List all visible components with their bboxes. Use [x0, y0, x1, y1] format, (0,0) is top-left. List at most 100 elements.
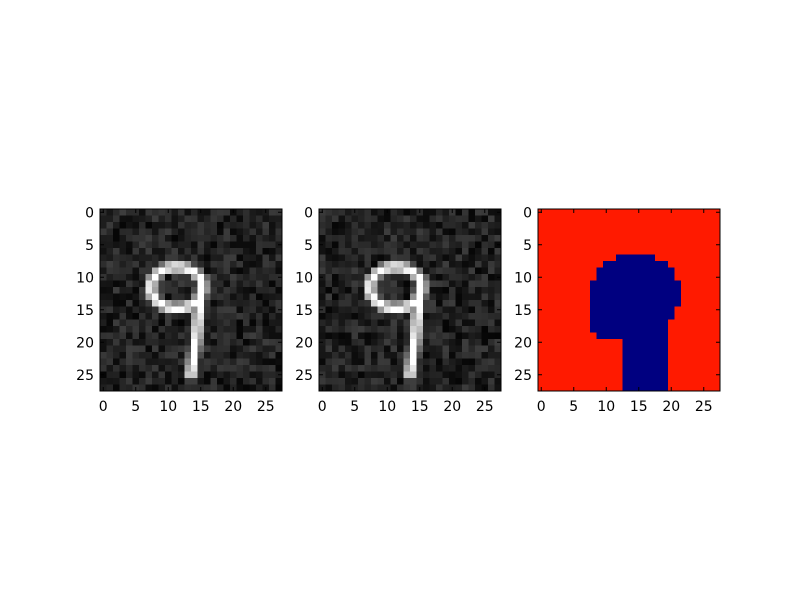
pixel: [191, 384, 198, 392]
pixel: [551, 332, 558, 340]
pixel: [416, 274, 424, 281]
pixel: [557, 228, 565, 236]
pixel: [145, 280, 153, 288]
pixel: [642, 332, 649, 340]
pixel: [557, 215, 565, 223]
pixel: [377, 332, 385, 340]
pixel: [577, 274, 584, 281]
pixel: [410, 300, 417, 307]
pixel: [351, 319, 359, 327]
pixel: [249, 384, 257, 392]
pixel: [674, 332, 682, 340]
pixel: [423, 339, 430, 346]
pixel: [243, 228, 250, 236]
pixel: [397, 384, 404, 392]
pixel: [332, 313, 339, 320]
pixel: [681, 313, 688, 320]
pixel: [171, 215, 179, 223]
pixel: [609, 254, 617, 262]
pixel: [126, 287, 133, 294]
pixel: [184, 228, 192, 236]
pixel: [217, 254, 224, 262]
pixel: [700, 319, 708, 327]
pixel: [442, 261, 450, 268]
pixel: [217, 365, 224, 372]
pixel: [661, 228, 669, 236]
pixel: [488, 261, 495, 268]
pixel: [230, 345, 237, 353]
pixel: [687, 228, 695, 236]
pixel: [384, 300, 391, 307]
pixel: [449, 280, 456, 288]
pixel: [358, 332, 365, 340]
pixel: [377, 306, 385, 314]
pixel: [681, 345, 688, 353]
pixel: [371, 365, 378, 372]
x-tick-label: 5: [569, 399, 578, 415]
pixel: [217, 332, 224, 340]
pixel: [564, 358, 571, 366]
pixel: [262, 313, 270, 320]
pixel: [609, 300, 617, 307]
pixel: [184, 339, 192, 346]
pixel: [462, 332, 469, 340]
pixel: [158, 254, 166, 262]
pixel: [171, 209, 179, 216]
pixel: [256, 267, 263, 275]
pixel: [377, 274, 385, 281]
pixel: [616, 313, 623, 320]
pixel: [384, 371, 391, 379]
pixel: [119, 306, 127, 314]
pixel: [364, 339, 372, 346]
pixel: [674, 339, 682, 346]
pixel: [269, 209, 276, 216]
pixel: [171, 352, 179, 359]
pixel: [423, 306, 430, 314]
pixel: [590, 365, 597, 372]
pixel: [590, 345, 597, 353]
pixel: [269, 280, 276, 288]
pixel: [668, 274, 675, 281]
pixel: [390, 352, 398, 359]
pixel: [707, 222, 714, 229]
pixel: [583, 358, 591, 366]
pixel: [113, 371, 120, 379]
pixel: [269, 215, 276, 223]
x-tick-label: 20: [443, 399, 461, 415]
pixel: [204, 241, 211, 249]
pixel: [191, 267, 198, 275]
pixel: [462, 280, 469, 288]
pixel: [197, 280, 205, 288]
pixel: [262, 306, 270, 314]
pixel: [642, 241, 649, 249]
pixel: [436, 228, 443, 236]
pixel: [178, 287, 185, 294]
pixel: [325, 371, 333, 379]
pixel: [351, 371, 359, 379]
pixel: [262, 274, 270, 281]
pixel: [577, 267, 584, 275]
pixel: [462, 378, 469, 385]
pixel: [139, 222, 146, 229]
pixel: [622, 293, 630, 301]
pixel: [429, 293, 437, 301]
pixel: [583, 261, 591, 268]
pixel: [338, 339, 346, 346]
pixel: [616, 358, 623, 366]
pixel: [468, 378, 476, 385]
pixel: [197, 241, 205, 249]
pixel: [210, 235, 218, 242]
pixel: [223, 248, 231, 255]
pixel: [642, 222, 649, 229]
pixel: [609, 261, 617, 268]
pixel: [713, 267, 721, 275]
pixel: [616, 339, 623, 346]
pixel: [416, 248, 424, 255]
pixel: [462, 293, 469, 301]
pixel: [338, 306, 346, 314]
pixel: [358, 228, 365, 236]
pixel: [100, 261, 107, 268]
pixel: [538, 319, 545, 327]
pixel: [455, 313, 463, 320]
pixel: [655, 313, 662, 320]
